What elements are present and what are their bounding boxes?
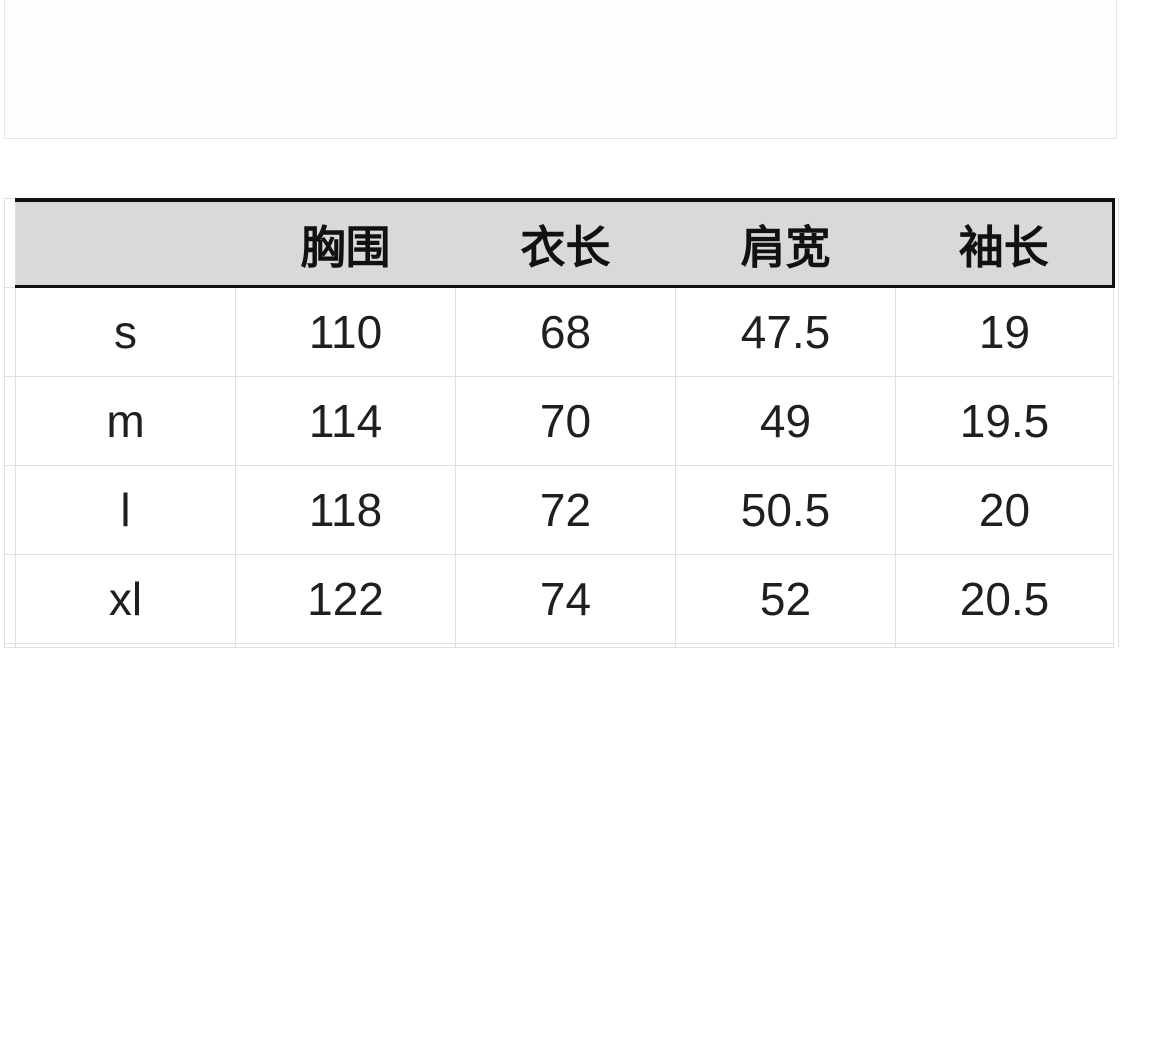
top-image-panel	[4, 0, 1117, 139]
partial-cell	[235, 643, 456, 648]
value-cell: 68	[455, 286, 676, 377]
gutter-cell	[5, 644, 15, 648]
table-row: s 110 68 47.5 19	[15, 286, 1114, 377]
value-cell: 74	[455, 554, 676, 644]
size-chart-table: 胸围 衣长 肩宽 袖长 s 110 68 47.5 19 m 114 70 49 19.5 l 118 72 5…	[15, 198, 1115, 648]
partial-cell	[15, 643, 236, 648]
gutter-cell	[5, 466, 15, 555]
size-label-cell: l	[15, 465, 236, 555]
gutter-cell	[5, 377, 15, 466]
value-cell: 110	[235, 286, 456, 377]
value-cell: 47.5	[675, 286, 896, 377]
column-header: 衣长	[455, 198, 676, 288]
table-row: m 114 70 49 19.5	[15, 376, 1114, 466]
column-header: 袖长	[895, 198, 1115, 288]
table-row: xl 122 74 52 20.5	[15, 554, 1114, 644]
partial-cell	[675, 643, 896, 648]
value-cell: 122	[235, 554, 456, 644]
gutter-cell	[5, 555, 15, 644]
value-cell: 114	[235, 376, 456, 466]
value-cell: 20.5	[895, 554, 1114, 644]
header-row: 胸围 衣长 肩宽 袖长	[15, 198, 1115, 288]
value-cell: 19.5	[895, 376, 1114, 466]
corner-header-cell	[15, 198, 236, 288]
size-chart: 胸围 衣长 肩宽 袖长 s 110 68 47.5 19 m 114 70 49 19.5 l 118 72 5…	[4, 198, 1119, 648]
gutter-cell	[5, 288, 15, 377]
column-header: 肩宽	[675, 198, 896, 288]
value-cell: 50.5	[675, 465, 896, 555]
gutter-column	[4, 198, 15, 648]
table-row: l 118 72 50.5 20	[15, 465, 1114, 555]
value-cell: 70	[455, 376, 676, 466]
gutter-cell	[5, 198, 15, 288]
size-label-cell: m	[15, 376, 236, 466]
partial-cell	[455, 643, 676, 648]
right-gridline	[1115, 198, 1119, 647]
value-cell: 52	[675, 554, 896, 644]
size-label-cell: xl	[15, 554, 236, 644]
value-cell: 19	[895, 286, 1114, 377]
value-cell: 72	[455, 465, 676, 555]
partial-row	[15, 643, 1114, 648]
column-header: 胸围	[235, 198, 456, 288]
value-cell: 118	[235, 465, 456, 555]
value-cell: 20	[895, 465, 1114, 555]
value-cell: 49	[675, 376, 896, 466]
size-label-cell: s	[15, 286, 236, 377]
partial-cell	[895, 643, 1114, 648]
